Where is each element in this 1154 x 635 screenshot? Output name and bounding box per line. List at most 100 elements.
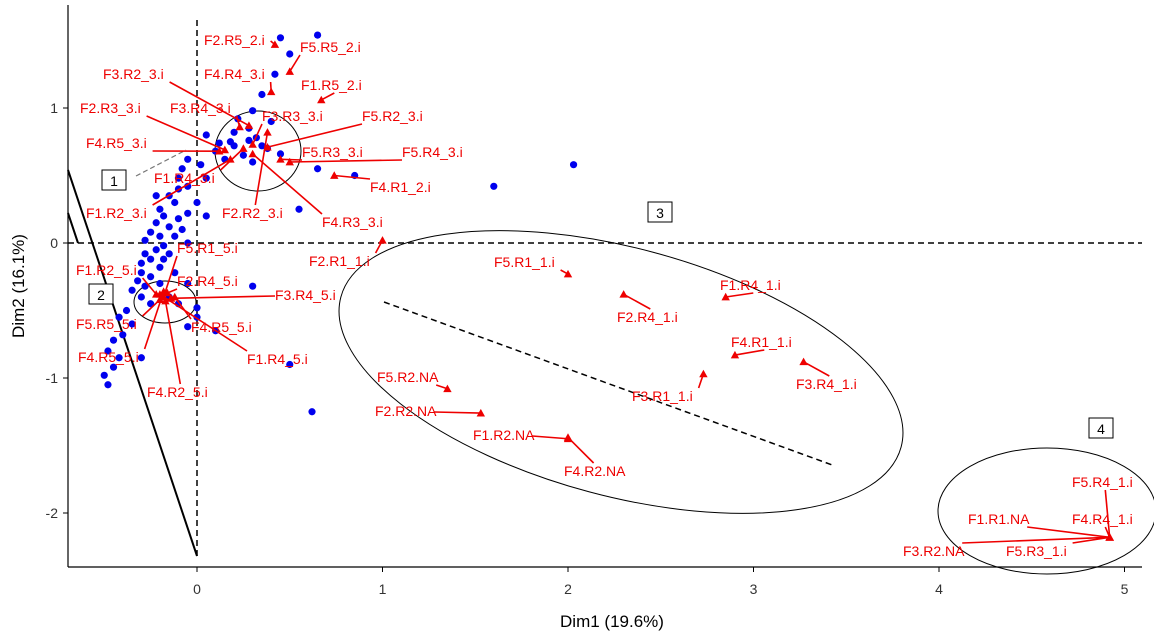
individual-point xyxy=(174,174,183,182)
category-label: F2.R2.NA xyxy=(375,403,437,419)
individual-point xyxy=(171,232,179,240)
category-label: F5.R2_3.i xyxy=(362,108,423,124)
individual-point xyxy=(230,142,238,150)
individual-point xyxy=(184,155,192,163)
individual-point xyxy=(156,205,164,213)
reference-lines xyxy=(67,20,1142,557)
leader-line xyxy=(725,292,754,298)
individual-point xyxy=(193,304,201,312)
category-label: F3.R4_5.i xyxy=(275,287,336,303)
category-marker xyxy=(263,142,272,151)
leader-line xyxy=(567,436,595,464)
category-label: F4.R1_1.i xyxy=(731,334,792,350)
cluster-number-boxes: 1 2 3 4 xyxy=(88,169,1114,439)
y-tick-label: -2 xyxy=(46,505,59,521)
label-leader-lines xyxy=(141,40,1111,544)
category-marker xyxy=(378,236,387,244)
individual-point xyxy=(137,354,145,362)
plot-panel xyxy=(68,5,1142,567)
individual-point xyxy=(165,250,173,258)
category-marker xyxy=(215,147,224,155)
category-label: F1.R5_2.i xyxy=(301,77,362,93)
cluster-ellipse-3 xyxy=(338,230,904,514)
category-marker xyxy=(563,433,573,441)
category-marker xyxy=(799,357,808,366)
individual-point xyxy=(197,161,205,169)
category-marker xyxy=(263,128,272,136)
individual-point xyxy=(184,209,192,217)
category-marker xyxy=(317,95,326,104)
leader-line xyxy=(280,158,303,161)
category-marker xyxy=(721,292,730,301)
leader-line xyxy=(803,361,830,377)
cluster-3-box xyxy=(647,201,673,223)
category-label: F3.R4_3.i xyxy=(170,100,231,116)
individual-point xyxy=(115,354,123,362)
individual-point xyxy=(160,255,168,263)
individual-point xyxy=(271,70,279,78)
individual-point xyxy=(141,282,149,290)
category-marker xyxy=(330,171,339,179)
cluster-4-label: 4 xyxy=(1097,421,1105,437)
category-label: F3.R3_3.i xyxy=(262,108,323,124)
category-label: F4.R4_3.i xyxy=(204,66,265,82)
category-label: F5.R4_1.i xyxy=(1072,474,1133,490)
leader-line xyxy=(146,115,226,151)
x-tick-label: 1 xyxy=(379,581,387,597)
individual-point xyxy=(134,277,142,285)
category-label: F5.R5_5.i xyxy=(76,316,137,332)
individual-point xyxy=(152,246,160,254)
individual-point xyxy=(184,239,192,247)
individual-point xyxy=(141,236,149,244)
y-tick-label: 1 xyxy=(50,100,58,116)
leader-line xyxy=(252,153,323,215)
category-label: F4.R1_2.i xyxy=(370,179,431,195)
leader-line xyxy=(171,295,276,300)
category-label: F4.R3_3.i xyxy=(322,214,383,230)
leader-line xyxy=(289,54,301,72)
individual-point xyxy=(104,381,112,389)
individual-point xyxy=(286,50,294,58)
leader-line xyxy=(962,536,1110,544)
leader-line xyxy=(152,158,231,206)
individual-point xyxy=(249,282,257,290)
category-label: F2.R2_3.i xyxy=(222,205,283,221)
x-tick-label: 2 xyxy=(564,581,572,597)
individual-point xyxy=(295,205,303,213)
category-marker xyxy=(563,269,573,278)
leader-line xyxy=(1072,536,1110,544)
leader-line xyxy=(174,296,192,320)
individual-point xyxy=(569,161,578,169)
leader-line xyxy=(164,300,182,385)
leader-line xyxy=(254,132,269,206)
individual-point xyxy=(202,131,210,139)
category-marker xyxy=(699,369,708,378)
individual-point xyxy=(152,219,160,227)
individual-point xyxy=(119,331,127,339)
category-marker xyxy=(235,122,244,131)
individual-point xyxy=(249,158,257,166)
individual-point xyxy=(147,300,155,308)
individual-point xyxy=(276,34,285,42)
category-label: F2.R5_2.i xyxy=(204,32,265,48)
individual-point xyxy=(178,225,186,234)
individual-point xyxy=(137,293,145,301)
individual-point xyxy=(286,360,294,369)
cluster-1-pointer xyxy=(135,149,187,177)
leader-line xyxy=(434,411,481,414)
category-label: F4.R2_5.i xyxy=(147,384,208,400)
category-marker xyxy=(730,350,740,359)
cluster-2-label: 2 xyxy=(97,287,105,303)
category-label: F3.R2.NA xyxy=(903,543,965,559)
category-label: F2.R3_3.i xyxy=(80,100,141,116)
cluster-4-box xyxy=(1088,417,1114,439)
individual-point xyxy=(115,313,123,321)
category-markers xyxy=(151,40,1114,541)
category-label: F5.R4_3.i xyxy=(402,144,463,160)
category-label: F4.R4_1.i xyxy=(1072,511,1133,527)
leader-line xyxy=(267,123,363,148)
category-label: F2.R4_5.i xyxy=(177,273,238,289)
leader-line xyxy=(141,277,157,295)
individual-point xyxy=(258,90,266,99)
